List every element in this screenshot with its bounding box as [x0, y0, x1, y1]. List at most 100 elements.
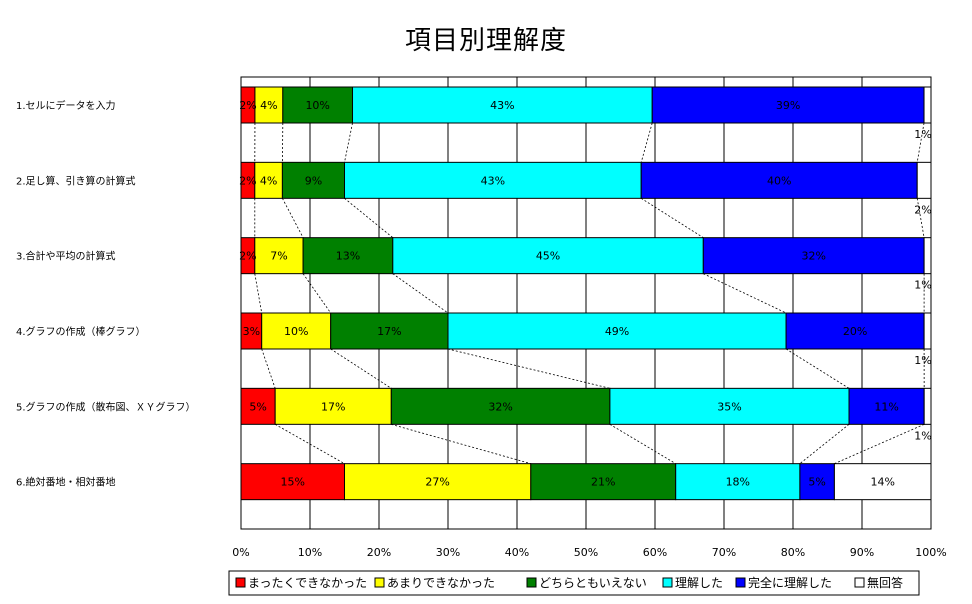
data-label: 13%: [336, 250, 360, 263]
data-label: 10%: [284, 325, 308, 338]
category-label: 1.セルにデータを入力: [16, 99, 116, 112]
data-label: 43%: [490, 99, 514, 112]
data-label: 1%: [914, 354, 931, 367]
data-label: 2%: [239, 99, 256, 112]
data-label: 4%: [260, 174, 277, 187]
series-line: [261, 348, 276, 389]
bar-segment: [240, 387, 276, 425]
series-lines: [254, 122, 925, 465]
bar-segment: [833, 463, 932, 501]
bar-segment: [254, 86, 284, 124]
legend-swatch: [235, 577, 246, 588]
series-line: [392, 273, 449, 314]
series-line: [834, 423, 925, 465]
category-label: 3.合計や平均の計算式: [16, 250, 116, 263]
data-label: 3%: [243, 325, 260, 338]
bar-segment: [651, 86, 925, 124]
legend-label: まったくできなかった: [248, 576, 367, 590]
data-label: 35%: [717, 400, 741, 413]
series-line: [282, 198, 304, 238]
data-label: 5%: [249, 400, 266, 413]
series-line: [344, 122, 353, 163]
legend-swatch: [662, 577, 673, 588]
x-tick-label: 80%: [781, 546, 805, 559]
bar-segment: [447, 312, 787, 350]
x-tick-label: 100%: [915, 546, 946, 559]
x-tick-label: 30%: [436, 546, 460, 559]
bar-segment: [344, 161, 642, 199]
data-label: 39%: [776, 99, 800, 112]
legend-swatch: [526, 577, 537, 588]
data-label: 49%: [605, 325, 629, 338]
legend-swatch: [735, 577, 746, 588]
x-tick-label: 20%: [367, 546, 391, 559]
series-line: [640, 197, 704, 239]
data-label: 27%: [425, 476, 449, 489]
bar-segment: [702, 237, 925, 275]
data-label: 1%: [914, 128, 931, 141]
series-line: [254, 273, 263, 314]
legend-swatch: [854, 577, 865, 588]
bar-segment: [392, 237, 704, 275]
data-label: 15%: [281, 476, 305, 489]
series-line: [274, 423, 345, 465]
series-line: [916, 122, 925, 163]
data-label: 1%: [914, 279, 931, 292]
category-label: 2.足し算、引き算の計算式: [16, 174, 136, 187]
data-label: 7%: [270, 250, 287, 263]
bar-segment: [274, 387, 392, 425]
x-tick-label: 90%: [850, 546, 874, 559]
x-tick-label: 60%: [643, 546, 667, 559]
bar-segment: [799, 463, 835, 501]
category-label: 4.グラフの作成（棒グラフ）: [16, 325, 146, 338]
series-line: [609, 423, 676, 465]
bar-segment: [352, 86, 653, 124]
x-tick-label: 50%: [574, 546, 598, 559]
bar-segment: [240, 463, 345, 501]
legend-label: 完全に理解した: [748, 575, 832, 590]
category-labels: 1.セルにデータを入力 2.足し算、引き算の計算式 3.合計や平均の計算式 4.グラフ…: [16, 99, 196, 489]
bar-segment: [530, 463, 677, 501]
bar-segment: [609, 387, 850, 425]
x-tick-label: 0%: [232, 546, 249, 559]
data-label: 32%: [488, 400, 512, 413]
data-label: 20%: [843, 325, 867, 338]
x-tick-label: 10%: [298, 546, 322, 559]
bar-segment: [640, 161, 918, 199]
data-label: 4%: [260, 99, 277, 112]
data-label: 2%: [239, 174, 256, 187]
data-label: 1%: [914, 429, 931, 442]
series-line: [916, 198, 925, 238]
data-label: 9%: [305, 174, 322, 187]
bar-segment: [302, 237, 394, 275]
series-line: [330, 348, 392, 389]
chart-title: 項目別理解度: [404, 26, 567, 56]
bar-segment: [923, 312, 932, 350]
legend: まったくできなかった あまりできなかった どちらともいえない 理解した 完全に理解した 無…: [228, 570, 920, 596]
data-label: 32%: [801, 250, 825, 263]
bar-segment: [390, 387, 611, 425]
category-label: 6.絶対番地・相対番地: [16, 476, 116, 489]
bar-segment: [330, 312, 449, 350]
grid: [240, 76, 932, 530]
legend-label: 理解した: [675, 576, 723, 590]
x-tick-label: 40%: [505, 546, 529, 559]
legend-swatch: [374, 577, 385, 588]
data-label: 5%: [808, 476, 825, 489]
data-label: 2%: [239, 250, 256, 263]
data-label: 21%: [591, 476, 615, 489]
bar-segment: [923, 237, 932, 275]
data-label: 43%: [481, 174, 505, 187]
legend-box: [228, 570, 920, 596]
data-label: 14%: [870, 476, 894, 489]
data-labels: 2% 4% 10% 43% 39% 1% 2% 4% 9% 43% 40% 2% 2% 7% 13% 45% 3…: [239, 99, 932, 489]
data-label: 10%: [305, 99, 329, 112]
data-label: 18%: [726, 476, 750, 489]
data-label: 17%: [377, 325, 401, 338]
series-line: [391, 423, 531, 465]
bar-segment: [254, 237, 304, 275]
legend-label: あまりできなかった: [387, 576, 495, 590]
category-label: 5.グラフの作成（散布図、ＸＹグラフ）: [16, 400, 196, 413]
